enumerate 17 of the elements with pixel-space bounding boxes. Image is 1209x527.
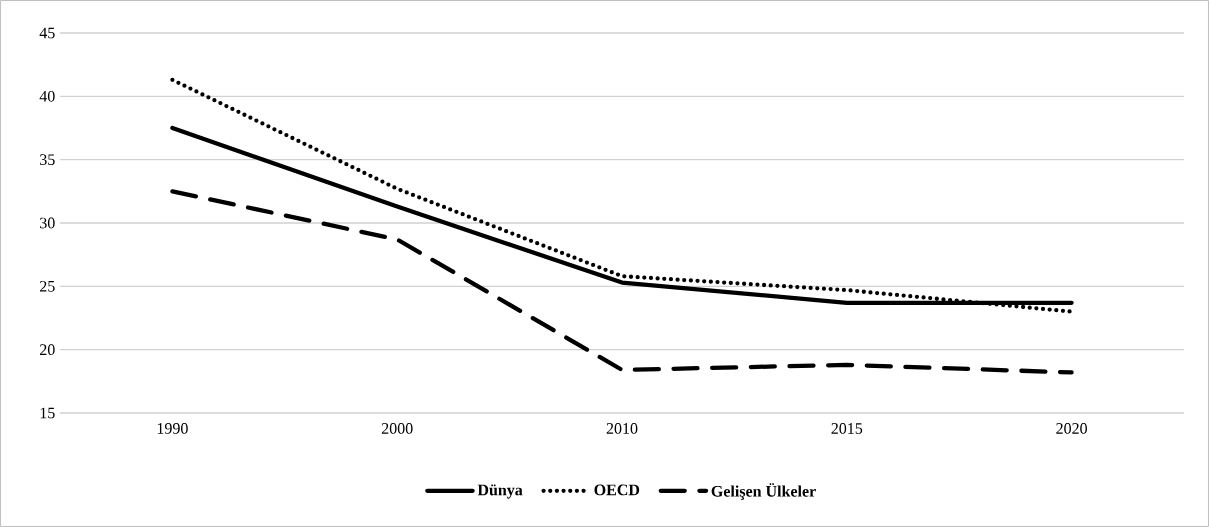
y-tick-label: 20	[40, 344, 55, 356]
y-tick-label: 45	[39, 27, 55, 39]
x-tick-label: 2000	[381, 423, 413, 434]
x-tick-label: 2015	[831, 423, 863, 434]
line-series	[170, 77, 1074, 314]
y-tick-label: 30	[40, 217, 55, 229]
x-tick-label: 2020	[1056, 423, 1087, 434]
legend-label: Dünya	[477, 484, 523, 499]
y-tick-label: 15	[40, 407, 55, 419]
y-tick-label: 35	[40, 154, 55, 166]
x-tick-label: 2010	[606, 423, 638, 434]
y-tick-label: 40	[39, 90, 55, 102]
y-tick-label: 25	[40, 280, 55, 292]
legend-label: OECD	[594, 484, 640, 496]
x-tick-label: 1990	[157, 423, 188, 434]
legend-label: Gelişen Ülkeler	[711, 483, 816, 500]
line-series	[170, 189, 1074, 375]
